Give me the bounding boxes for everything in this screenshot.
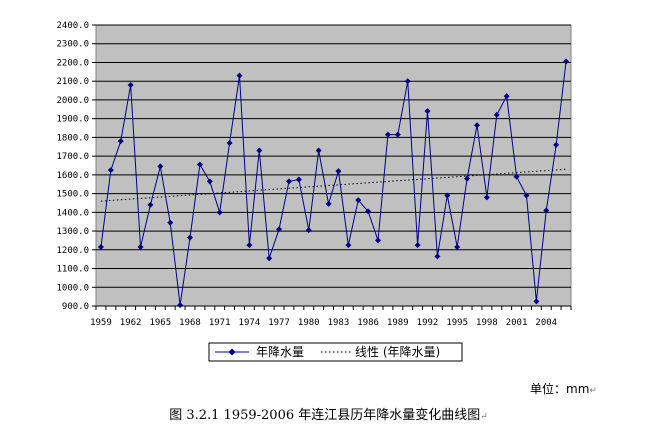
y-tick-label: 900.0 <box>62 302 89 312</box>
x-tick-label: 1971 <box>209 318 231 328</box>
paragraph-mark-icon: ↵ <box>480 412 488 422</box>
data-point-1981 <box>315 147 322 154</box>
data-point-2002 <box>523 192 530 199</box>
y-tick-label: 1200.0 <box>56 246 89 256</box>
data-point-1972 <box>226 140 233 147</box>
data-point-1994 <box>444 192 451 199</box>
x-tick-label: 1968 <box>179 318 201 328</box>
y-tick-label: 1100.0 <box>56 265 89 275</box>
data-point-2006 <box>563 58 570 65</box>
data-point-1966 <box>167 219 174 226</box>
x-tick-label: 1989 <box>387 318 409 328</box>
x-tick-label: 1995 <box>446 318 468 328</box>
x-tick-label: 1977 <box>268 318 290 328</box>
y-tick-label: 2000.0 <box>56 96 89 106</box>
data-point-1965 <box>157 163 164 170</box>
data-point-1959 <box>97 243 104 250</box>
data-point-1960 <box>107 167 114 174</box>
y-tick-label: 1400.0 <box>56 208 89 218</box>
gridlines <box>96 24 571 307</box>
data-point-1971 <box>216 209 223 216</box>
data-point-1999 <box>493 111 500 118</box>
legend-series-marker <box>228 348 236 356</box>
data-point-1963 <box>137 243 144 250</box>
x-tick-label: 1959 <box>90 318 112 328</box>
x-tick-label: 2004 <box>535 318 557 328</box>
x-tick-label: 1986 <box>357 318 379 328</box>
y-tick-label: 1600.0 <box>56 171 89 181</box>
y-tick-label: 2300.0 <box>56 40 89 50</box>
data-point-1978 <box>285 178 292 185</box>
legend: 年降水量 线性 (年降水量) <box>208 342 463 362</box>
data-point-1988 <box>384 131 391 138</box>
legend-trend-label: 线性 (年降水量) <box>355 345 440 359</box>
precipitation-chart: 900.0 1000.0 1100.0 1200.0 1300.0 1400.0 1500.… <box>56 21 572 362</box>
data-point-1969 <box>196 161 203 168</box>
legend-box <box>208 342 463 362</box>
x-tick-label: 1983 <box>328 318 350 328</box>
data-point-1973 <box>236 72 243 79</box>
data-point-1983 <box>335 168 342 175</box>
y-axis-ticks: 900.0 1000.0 1100.0 1200.0 1300.0 1400.0 1500.… <box>56 21 96 312</box>
data-point-1961 <box>117 138 124 145</box>
unit-text: 单位：mm <box>530 382 590 396</box>
unit-label: 单位：mm↵ <box>530 380 597 397</box>
data-point-1995 <box>454 243 461 250</box>
y-tick-label: 1800.0 <box>56 133 89 143</box>
data-point-1982 <box>325 200 332 207</box>
data-point-1977 <box>276 226 283 233</box>
x-tick-label: 1974 <box>239 318 261 328</box>
y-tick-label: 1300.0 <box>56 227 89 237</box>
data-point-1975 <box>256 147 263 154</box>
data-point-1997 <box>473 122 480 129</box>
data-point-1979 <box>295 176 302 183</box>
data-point-1990 <box>404 78 411 85</box>
data-point-2000 <box>503 93 510 100</box>
x-tick-label: 2001 <box>506 318 528 328</box>
data-point-1991 <box>414 242 421 249</box>
data-point-1985 <box>355 197 362 204</box>
data-markers <box>97 58 570 309</box>
x-tick-label: 1992 <box>417 318 439 328</box>
data-point-1964 <box>147 201 154 208</box>
data-point-1974 <box>246 242 253 249</box>
precipitation-series-line <box>100 61 567 306</box>
x-axis-ticks: 1959 1962 1965 1968 1971 1974 1977 1980 1983 1986… <box>90 306 572 328</box>
data-point-1989 <box>394 131 401 138</box>
y-tick-label: 1700.0 <box>56 152 89 162</box>
y-tick-label: 2200.0 <box>56 58 89 68</box>
data-point-1984 <box>345 242 352 249</box>
paragraph-mark-icon: ↵ <box>589 386 597 396</box>
data-point-1980 <box>305 227 312 234</box>
data-point-1970 <box>206 178 213 185</box>
legend-series-label: 年降水量 <box>256 345 304 359</box>
x-tick-label: 1962 <box>120 318 142 328</box>
y-tick-label: 2100.0 <box>56 77 89 87</box>
data-point-2005 <box>553 141 560 148</box>
data-point-1993 <box>434 253 441 260</box>
data-point-1986 <box>365 208 372 215</box>
plot-area <box>95 24 572 307</box>
trend-line <box>100 168 567 202</box>
data-point-1976 <box>266 255 273 262</box>
data-point-2004 <box>543 207 550 214</box>
x-tick-label: 1965 <box>149 318 171 328</box>
x-tick-label: 1980 <box>298 318 320 328</box>
data-point-1996 <box>464 175 471 182</box>
data-point-1992 <box>424 108 431 115</box>
y-tick-label: 1900.0 <box>56 115 89 125</box>
y-tick-label: 1000.0 <box>56 283 89 293</box>
y-tick-label: 2400.0 <box>56 21 89 31</box>
data-point-1962 <box>127 81 134 88</box>
caption-text: 图 3.2.1 1959-2006 年连江县历年降水量变化曲线图 <box>169 408 481 423</box>
data-point-2001 <box>513 173 520 180</box>
x-tick-label: 1998 <box>476 318 498 328</box>
data-point-1968 <box>187 234 194 241</box>
data-point-1967 <box>177 302 184 309</box>
figure-caption: 图 3.2.1 1959-2006 年连江县历年降水量变化曲线图↵ <box>0 404 657 423</box>
data-point-2003 <box>533 298 540 305</box>
y-tick-label: 1500.0 <box>56 190 89 200</box>
data-point-1998 <box>483 194 490 201</box>
data-point-1987 <box>375 237 382 244</box>
